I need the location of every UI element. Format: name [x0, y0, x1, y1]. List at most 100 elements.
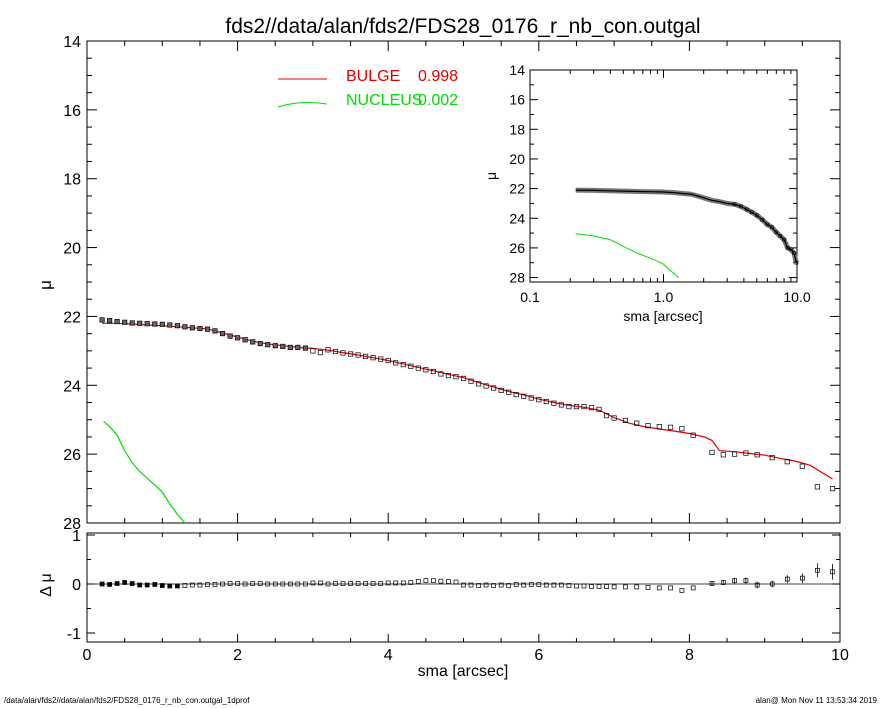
- residual-point: [400, 580, 406, 586]
- data-point: [272, 343, 278, 349]
- data-point: [491, 385, 497, 391]
- data-point: [129, 320, 135, 326]
- data-point: [189, 325, 195, 331]
- data-point: [814, 484, 820, 490]
- residual-point: [370, 581, 376, 586]
- data-point: [295, 344, 301, 350]
- residual-point: [107, 582, 112, 587]
- data-point: [114, 319, 120, 325]
- data-point: [521, 393, 527, 399]
- residual-point: [205, 582, 210, 587]
- data-point: [99, 317, 105, 323]
- data-point: [302, 345, 308, 351]
- legend-bulge-value: 0.998: [418, 68, 458, 85]
- residual-point: [280, 581, 286, 587]
- residual-point: [438, 578, 444, 584]
- residual-y-tick-label: -1: [67, 626, 81, 643]
- inset-y-tick-label: 22: [509, 181, 525, 197]
- residual-point: [566, 583, 572, 588]
- data-point: [415, 365, 421, 371]
- inset-plot-panel: 0.1 1.0 10.0 14 16 18 20 22 24 26 28 μ sma [arcsec…: [483, 62, 811, 324]
- data-point: [107, 318, 113, 324]
- residual-point: [743, 578, 749, 583]
- data-point: [159, 321, 165, 327]
- residual-point: [645, 585, 651, 590]
- residual-point: [242, 581, 248, 587]
- inset-data-point: [739, 204, 743, 209]
- residual-y-tick-label: 1: [72, 528, 81, 545]
- data-point: [622, 417, 628, 423]
- data-point: [340, 350, 346, 356]
- data-point: [310, 348, 316, 354]
- residual-point: [461, 582, 466, 588]
- data-point: [732, 451, 738, 457]
- residual-point: [732, 578, 737, 583]
- data-point: [235, 335, 241, 341]
- data-point: [528, 395, 534, 401]
- data-point: [408, 363, 414, 369]
- residual-point: [668, 585, 673, 591]
- data-point: [743, 450, 749, 456]
- data-point: [355, 352, 361, 358]
- inset-y-tick-label: 26: [509, 240, 525, 256]
- main-y-tick-label: 26: [63, 447, 81, 464]
- data-point: [182, 324, 188, 330]
- residual-point: [159, 583, 165, 588]
- residual-point: [769, 581, 775, 587]
- residual-point: [690, 585, 696, 591]
- data-point: [400, 362, 406, 368]
- inset-y-tick-label: 28: [509, 270, 525, 286]
- residual-point: [800, 575, 805, 581]
- inset-axis-ticks: 0.1 1.0 10.0 14 16 18 20 22 24 26 28: [509, 62, 810, 305]
- main-x-tick-label: 2: [233, 647, 242, 664]
- inset-data-point: [785, 246, 790, 250]
- residual-y-tick-label: 0: [72, 577, 81, 594]
- inset-x-tick-label: 10.0: [783, 289, 810, 305]
- residual-point: [536, 582, 542, 587]
- data-point: [378, 356, 384, 362]
- residual-point: [498, 582, 504, 588]
- inset-y-tick-label: 16: [509, 92, 525, 108]
- residual-point: [491, 583, 496, 588]
- data-point: [645, 423, 651, 429]
- residual-point: [227, 581, 233, 586]
- data-point: [668, 424, 674, 430]
- inset-x-tick-label: 1.0: [654, 289, 674, 305]
- main-y-axis-label: μ: [36, 280, 55, 290]
- residual-point: [754, 582, 760, 588]
- inset-data-point: [778, 234, 783, 238]
- main-y-tick-label: 22: [63, 309, 81, 326]
- main-y-tick-label: 16: [63, 103, 81, 120]
- residual-point: [348, 581, 353, 586]
- data-point: [588, 405, 595, 411]
- residual-point: [521, 582, 527, 588]
- legend-bulge-label: BULGE: [346, 68, 400, 85]
- residual-point: [190, 582, 195, 588]
- residual-point: [581, 583, 587, 589]
- residual-point: [212, 582, 218, 587]
- data-point: [551, 400, 557, 406]
- data-point: [513, 392, 519, 398]
- residual-point: [385, 580, 391, 586]
- data-point: [212, 328, 218, 334]
- data-point: [438, 371, 444, 377]
- data-point: [596, 406, 602, 412]
- main-x-tick-label: 6: [534, 647, 543, 664]
- residual-point: [122, 580, 128, 585]
- residual-point: [611, 584, 617, 590]
- data-point: [690, 432, 696, 438]
- residual-point: [355, 581, 361, 586]
- residual-point: [784, 576, 790, 582]
- residual-point: [310, 580, 316, 586]
- residual-plot-frame: [86, 532, 841, 643]
- data-point: [460, 375, 467, 381]
- legend-nucleus-swatch: [277, 102, 328, 108]
- main-y-tick-label: 24: [63, 378, 81, 395]
- data-point: [227, 333, 233, 339]
- data-point: [476, 381, 482, 387]
- footer-timestamp: alan@ Mon Nov 11 13:53:34 2019: [755, 696, 877, 705]
- data-point: [280, 343, 286, 349]
- inset-y-tick-label: 14: [509, 62, 525, 78]
- data-point: [370, 355, 376, 361]
